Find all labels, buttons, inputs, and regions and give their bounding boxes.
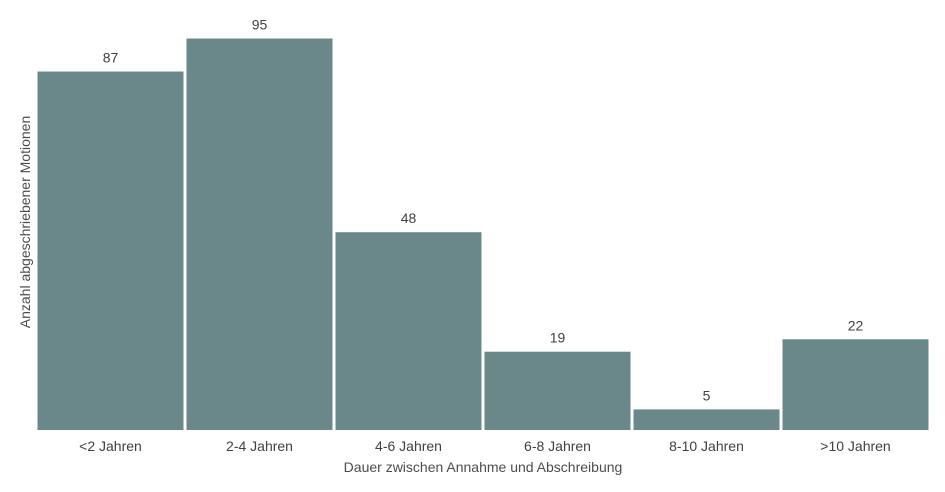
x-tick-label-0: <2 Jahren	[79, 438, 142, 454]
bar-3	[484, 351, 631, 430]
data-labels-layer: 87 95 48 19 5 22	[103, 17, 864, 404]
data-label-4: 5	[703, 387, 711, 403]
x-tick-label-1: 2-4 Jahren	[226, 438, 293, 454]
bars-layer	[37, 38, 929, 430]
bar-2	[335, 232, 482, 430]
bar-4	[633, 409, 780, 430]
x-axis-title: Dauer zwischen Annahme und Abschreibung	[344, 459, 623, 475]
bar-1	[186, 38, 333, 430]
x-tick-label-4: 8-10 Jahren	[669, 438, 744, 454]
data-label-1: 95	[252, 17, 268, 33]
x-tick-label-2: 4-6 Jahren	[375, 438, 442, 454]
x-tick-label-5: >10 Jahren	[820, 438, 890, 454]
x-tick-labels: <2 Jahren 2-4 Jahren 4-6 Jahren 6-8 Jahren 8…	[79, 438, 891, 454]
x-tick-label-3: 6-8 Jahren	[524, 438, 591, 454]
bar-5	[782, 339, 929, 430]
data-label-3: 19	[550, 330, 566, 346]
data-label-0: 87	[103, 50, 119, 66]
y-axis-title: Anzahl abgeschriebener Motionen	[17, 116, 33, 328]
data-label-5: 22	[848, 317, 864, 333]
bar-0	[37, 71, 184, 430]
data-label-2: 48	[401, 210, 417, 226]
